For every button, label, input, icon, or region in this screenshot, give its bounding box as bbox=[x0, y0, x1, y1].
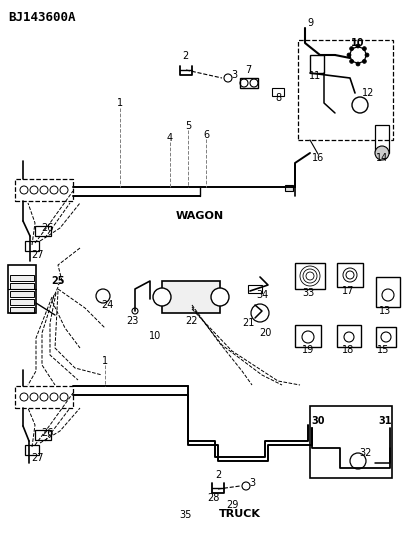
Circle shape bbox=[347, 53, 351, 57]
Bar bbox=[272, 88, 284, 96]
Bar bbox=[285, 185, 293, 191]
Bar bbox=[10, 291, 34, 297]
Text: 7: 7 bbox=[245, 65, 251, 75]
Text: 1: 1 bbox=[102, 356, 108, 366]
Text: 16: 16 bbox=[312, 153, 324, 163]
Text: TRUCK: TRUCK bbox=[219, 509, 261, 519]
Bar bbox=[10, 307, 34, 313]
Text: 34: 34 bbox=[256, 290, 268, 300]
Bar bbox=[240, 78, 258, 88]
Text: 5: 5 bbox=[185, 121, 191, 131]
Bar bbox=[8, 265, 36, 313]
Bar bbox=[35, 226, 51, 236]
Bar bbox=[15, 386, 73, 408]
Text: 31: 31 bbox=[378, 416, 392, 426]
Bar bbox=[376, 277, 400, 307]
Text: 6: 6 bbox=[203, 130, 209, 140]
Text: 13: 13 bbox=[379, 306, 391, 316]
Circle shape bbox=[356, 62, 360, 66]
Bar bbox=[375, 125, 389, 153]
Text: 3: 3 bbox=[231, 70, 237, 80]
Text: 25: 25 bbox=[51, 276, 65, 286]
Text: 28: 28 bbox=[207, 493, 219, 503]
Text: 29: 29 bbox=[226, 500, 238, 510]
Text: 20: 20 bbox=[259, 328, 271, 338]
Text: BJ143600A: BJ143600A bbox=[8, 11, 75, 24]
Circle shape bbox=[211, 288, 229, 306]
Bar bbox=[295, 263, 325, 289]
Bar bbox=[310, 406, 392, 478]
Bar bbox=[310, 55, 324, 73]
Text: 4: 4 bbox=[167, 133, 173, 143]
Circle shape bbox=[356, 44, 360, 48]
Text: 2: 2 bbox=[215, 470, 221, 480]
Text: 18: 18 bbox=[342, 345, 354, 355]
Circle shape bbox=[224, 74, 232, 82]
Text: 2: 2 bbox=[182, 51, 188, 61]
Text: 11: 11 bbox=[309, 71, 321, 81]
Text: 22: 22 bbox=[185, 316, 197, 326]
Text: 19: 19 bbox=[302, 345, 314, 355]
Text: 10: 10 bbox=[351, 38, 365, 48]
Text: 17: 17 bbox=[342, 286, 354, 296]
Bar bbox=[10, 299, 34, 305]
Circle shape bbox=[350, 59, 354, 63]
Bar bbox=[15, 179, 73, 201]
Bar bbox=[25, 241, 39, 251]
Text: 32: 32 bbox=[359, 448, 371, 458]
Bar bbox=[10, 275, 34, 281]
Text: 33: 33 bbox=[302, 288, 314, 298]
Bar bbox=[162, 281, 220, 313]
Circle shape bbox=[362, 46, 367, 51]
Bar bbox=[25, 445, 39, 455]
Bar bbox=[248, 285, 262, 293]
Text: WAGON: WAGON bbox=[176, 211, 224, 221]
Text: 9: 9 bbox=[307, 18, 313, 28]
Bar bbox=[376, 327, 396, 347]
Text: 26: 26 bbox=[41, 223, 53, 233]
Circle shape bbox=[153, 288, 171, 306]
Bar bbox=[298, 40, 393, 140]
Circle shape bbox=[375, 146, 389, 160]
Bar bbox=[10, 283, 34, 289]
Circle shape bbox=[365, 53, 369, 57]
Text: 24: 24 bbox=[101, 300, 113, 310]
Text: 10: 10 bbox=[149, 331, 161, 341]
Bar bbox=[337, 263, 363, 287]
Text: 15: 15 bbox=[377, 345, 389, 355]
Bar bbox=[35, 430, 51, 440]
Text: 12: 12 bbox=[362, 88, 374, 98]
Text: 8: 8 bbox=[275, 93, 281, 103]
Text: 3: 3 bbox=[249, 478, 255, 488]
Circle shape bbox=[362, 59, 367, 63]
Text: 35: 35 bbox=[179, 510, 191, 520]
Text: 30: 30 bbox=[311, 416, 325, 426]
Circle shape bbox=[242, 482, 250, 490]
Text: 23: 23 bbox=[126, 316, 138, 326]
Text: 14: 14 bbox=[376, 153, 388, 163]
Text: 1: 1 bbox=[117, 98, 123, 108]
Circle shape bbox=[350, 46, 354, 51]
Text: 26: 26 bbox=[41, 428, 53, 438]
Text: 27: 27 bbox=[32, 453, 44, 463]
Text: 21: 21 bbox=[242, 318, 254, 328]
Bar bbox=[295, 325, 321, 347]
Text: 27: 27 bbox=[32, 250, 44, 260]
Bar bbox=[337, 325, 361, 347]
